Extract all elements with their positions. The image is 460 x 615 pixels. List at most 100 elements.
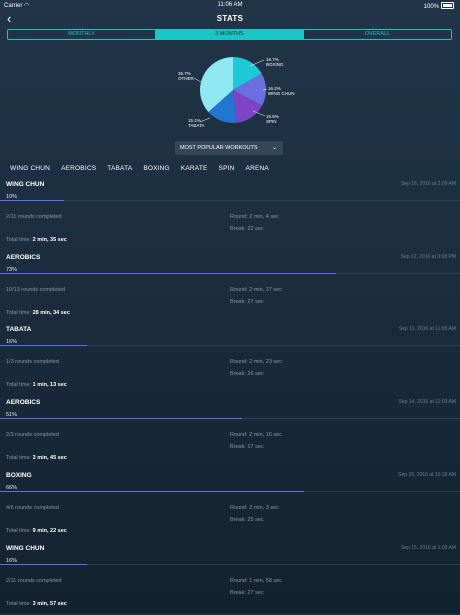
break-time: Break: 22 sec: [230, 226, 264, 232]
progress-percent: 16%: [6, 558, 18, 564]
pie-category-label: OTHER: [178, 76, 195, 81]
filter-aerobics[interactable]: AEROBICS: [61, 165, 97, 172]
period-segmented-control: MONTHLY 3 MONTHS OVERALL: [7, 29, 452, 40]
progress-percent: 10%: [6, 194, 18, 200]
workout-entry[interactable]: AEROBICS Sep 14, 2016 at 11:03 AM 51% 2/…: [0, 399, 460, 469]
progress-fill: [0, 418, 242, 419]
progress-track: [0, 491, 460, 492]
pie-category-label: TABATA: [188, 123, 205, 128]
rounds-completed: 4/6 rounds completed: [6, 505, 59, 511]
rounds-completed: 2/3 rounds completed: [6, 432, 59, 438]
total-time-value: 9 min, 22 sec: [32, 528, 67, 534]
progress-fill: [0, 345, 88, 346]
break-time: Break: 17 sec: [230, 444, 264, 450]
workout-date: Sep 15, 2016 at 10:18 AM: [398, 472, 456, 478]
round-time: Round: 2 min, 37 sec: [230, 287, 282, 293]
pie-percent-label: 15.5%: [266, 114, 279, 119]
pie-percent-label: 36.7%: [178, 71, 191, 76]
workout-date: Sep 12, 2016 at 3:08 PM: [400, 254, 456, 260]
workout-entry[interactable]: WING CHUN Sep 15, 2016 at 1:00 AM 16% 2/…: [0, 545, 460, 615]
progress-fill: [0, 491, 304, 492]
progress-fill: [0, 273, 336, 274]
segment-3-months[interactable]: 3 MONTHS: [156, 30, 304, 39]
pie-slice-boxing: [233, 57, 262, 90]
progress-percent: 51%: [6, 412, 18, 418]
total-time-label: Total time:: [6, 601, 32, 607]
workout-title: WING CHUN: [6, 181, 45, 188]
pie-leader-line: [199, 117, 211, 123]
filter-wing-chun[interactable]: WING CHUN: [10, 165, 51, 172]
rounds-completed: 2/11 rounds completed: [6, 578, 62, 584]
pie-slice-other: [200, 57, 233, 113]
pie-category-label: SPIN: [266, 119, 277, 124]
progress-track: [0, 564, 460, 565]
total-time-value: 2 min, 35 sec: [32, 237, 67, 243]
filter-karate[interactable]: KARATE: [180, 165, 208, 172]
pie-percent-label: 16.7%: [266, 57, 279, 62]
total-time-value: 28 min, 34 sec: [32, 310, 70, 316]
progress-percent: 66%: [6, 485, 18, 491]
total-time-value: 1 min, 13 sec: [32, 382, 67, 388]
filter-arena[interactable]: ARENA: [245, 165, 269, 172]
filter-spin[interactable]: SPIN: [218, 165, 235, 172]
pie-slice-tabata: [208, 90, 237, 123]
pie-slice-spin: [233, 90, 263, 123]
workout-date: Sep 15, 2016 at 1:00 AM: [400, 545, 456, 551]
total-time-label: Total time:: [6, 237, 32, 243]
segment-overall[interactable]: OVERALL: [364, 31, 391, 37]
pie-category-label: BOXING: [266, 62, 284, 67]
clock: 11:06 AM: [217, 2, 243, 8]
total-time-label: Total time:: [6, 528, 32, 534]
segment-monthly[interactable]: MONTHLY: [8, 30, 156, 39]
pie-slice-wing-chun: [233, 73, 266, 106]
break-time: Break: 25 sec: [230, 517, 264, 523]
total-time-value: 3 min, 57 sec: [32, 601, 67, 607]
total-time: Total time: 9 min, 22 sec: [6, 528, 67, 534]
progress-fill: [0, 564, 88, 565]
page-title: STATS: [216, 14, 244, 23]
workout-title: AEROBICS: [6, 399, 41, 406]
workout-entry[interactable]: TABATA Sep 11, 2016 at 11:05 AM 16% 1/3 …: [0, 326, 460, 396]
round-time: Round: 2 min, 23 sec: [230, 359, 282, 365]
status-bar: Carrier ◠ 11:06 AM 100%: [0, 0, 460, 10]
filter-boxing[interactable]: BOXING: [143, 165, 170, 172]
filter-tabata[interactable]: TABATA: [107, 165, 133, 172]
workout-title: BOXING: [6, 472, 32, 479]
progress-percent: 73%: [6, 267, 18, 273]
dropdown-label: MOST POPULAR WORKOUTS: [180, 145, 258, 151]
pie-leader-line: [193, 77, 202, 83]
workout-entry[interactable]: WING CHUN Sep 16, 2016 at 2:09 AM 10% 2/…: [0, 181, 460, 251]
total-time-label: Total time:: [6, 310, 32, 316]
workout-filter-bar: WING CHUN AEROBICS TABATA BOXING KARATE …: [10, 165, 269, 172]
total-time: Total time: 2 min, 35 sec: [6, 237, 67, 243]
workout-title: AEROBICS: [6, 254, 41, 261]
total-time-label: Total time:: [6, 382, 32, 388]
workout-entry[interactable]: AEROBICS Sep 12, 2016 at 3:08 PM 73% 10/…: [0, 254, 460, 324]
total-time: Total time: 1 min, 13 sec: [6, 382, 67, 388]
workout-date: Sep 16, 2016 at 2:09 AM: [400, 181, 456, 187]
break-time: Break: 26 sec: [230, 371, 264, 377]
rounds-completed: 1/3 rounds completed: [6, 359, 59, 365]
progress-track: [0, 345, 460, 346]
battery-percent: 100%: [423, 4, 439, 10]
progress-fill: [0, 200, 65, 201]
total-time-label: Total time:: [6, 455, 32, 461]
total-time: Total time: 28 min, 34 sec: [6, 310, 70, 316]
break-time: Break: 27 sec: [230, 299, 264, 305]
workout-pie-chart: 16.7%BOXING 16.2%WING CHUN 15.5%SPIN 15.1%T…: [178, 57, 295, 128]
total-time: Total time: 3 min, 57 sec: [6, 601, 67, 607]
battery-icon: [441, 2, 454, 9]
rounds-completed: 2/11 rounds completed: [6, 214, 62, 220]
pie-percent-label: 15.1%: [188, 118, 201, 123]
workout-entry[interactable]: BOXING Sep 15, 2016 at 10:18 AM 66% 4/6 …: [0, 472, 460, 542]
progress-track: [0, 200, 460, 201]
workout-sort-dropdown[interactable]: MOST POPULAR WORKOUTS ⌄: [175, 141, 283, 155]
pie-category-label: WING CHUN: [268, 91, 295, 96]
wifi-icon: ◠: [24, 3, 30, 9]
progress-track: [0, 418, 460, 419]
carrier-label: Carrier ◠: [4, 2, 29, 9]
nav-bar: ‹ STATS: [0, 10, 460, 28]
round-time: Round: 2 min, 3 sec: [230, 505, 279, 511]
pie-leader-line: [252, 110, 266, 117]
chevron-left-icon[interactable]: ‹: [7, 11, 12, 26]
